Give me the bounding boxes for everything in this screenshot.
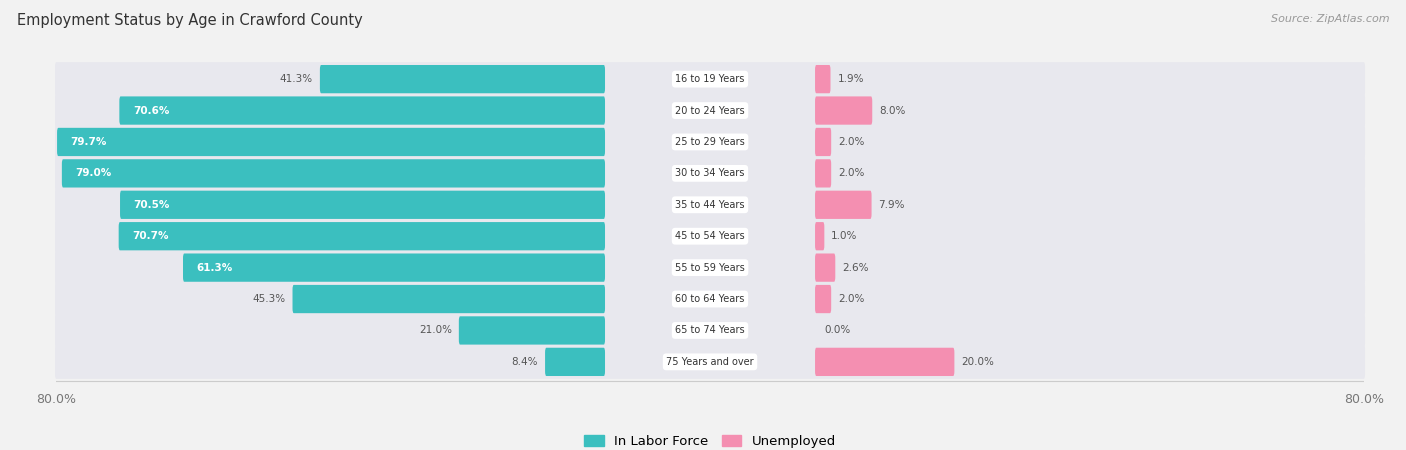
FancyBboxPatch shape xyxy=(815,65,831,93)
FancyBboxPatch shape xyxy=(321,65,605,93)
Text: 70.5%: 70.5% xyxy=(134,200,170,210)
Text: 45.3%: 45.3% xyxy=(253,294,285,304)
Text: 2.6%: 2.6% xyxy=(842,263,869,273)
Text: 2.0%: 2.0% xyxy=(838,294,865,304)
Text: 35 to 44 Years: 35 to 44 Years xyxy=(675,200,745,210)
Text: 61.3%: 61.3% xyxy=(197,263,233,273)
Text: 21.0%: 21.0% xyxy=(419,325,451,335)
Legend: In Labor Force, Unemployed: In Labor Force, Unemployed xyxy=(578,430,842,450)
Text: 79.7%: 79.7% xyxy=(70,137,107,147)
FancyBboxPatch shape xyxy=(815,128,831,156)
Text: 75 Years and over: 75 Years and over xyxy=(666,357,754,367)
Text: Employment Status by Age in Crawford County: Employment Status by Age in Crawford Cou… xyxy=(17,14,363,28)
FancyBboxPatch shape xyxy=(58,128,605,156)
FancyBboxPatch shape xyxy=(120,96,605,125)
FancyBboxPatch shape xyxy=(55,251,1365,284)
Text: 16 to 19 Years: 16 to 19 Years xyxy=(675,74,745,84)
FancyBboxPatch shape xyxy=(55,219,1365,253)
FancyBboxPatch shape xyxy=(55,345,1365,379)
FancyBboxPatch shape xyxy=(815,159,831,188)
FancyBboxPatch shape xyxy=(546,348,605,376)
FancyBboxPatch shape xyxy=(62,159,605,188)
Text: Source: ZipAtlas.com: Source: ZipAtlas.com xyxy=(1271,14,1389,23)
FancyBboxPatch shape xyxy=(118,222,605,250)
Text: 20 to 24 Years: 20 to 24 Years xyxy=(675,106,745,116)
Text: 79.0%: 79.0% xyxy=(76,168,111,178)
FancyBboxPatch shape xyxy=(183,253,605,282)
Text: 8.4%: 8.4% xyxy=(512,357,538,367)
FancyBboxPatch shape xyxy=(292,285,605,313)
FancyBboxPatch shape xyxy=(55,125,1365,159)
Text: 2.0%: 2.0% xyxy=(838,168,865,178)
Text: 0.0%: 0.0% xyxy=(824,325,851,335)
FancyBboxPatch shape xyxy=(55,157,1365,190)
Text: 1.0%: 1.0% xyxy=(831,231,858,241)
FancyBboxPatch shape xyxy=(55,94,1365,127)
FancyBboxPatch shape xyxy=(815,253,835,282)
FancyBboxPatch shape xyxy=(815,96,872,125)
Text: 30 to 34 Years: 30 to 34 Years xyxy=(675,168,745,178)
Text: 2.0%: 2.0% xyxy=(838,137,865,147)
FancyBboxPatch shape xyxy=(458,316,605,345)
FancyBboxPatch shape xyxy=(55,62,1365,96)
Text: 7.9%: 7.9% xyxy=(879,200,905,210)
Text: 20.0%: 20.0% xyxy=(962,357,994,367)
FancyBboxPatch shape xyxy=(55,282,1365,316)
FancyBboxPatch shape xyxy=(120,191,605,219)
Text: 55 to 59 Years: 55 to 59 Years xyxy=(675,263,745,273)
FancyBboxPatch shape xyxy=(815,348,955,376)
Text: 41.3%: 41.3% xyxy=(280,74,314,84)
Text: 70.7%: 70.7% xyxy=(132,231,169,241)
Text: 8.0%: 8.0% xyxy=(879,106,905,116)
FancyBboxPatch shape xyxy=(815,222,824,250)
Text: 45 to 54 Years: 45 to 54 Years xyxy=(675,231,745,241)
Text: 65 to 74 Years: 65 to 74 Years xyxy=(675,325,745,335)
FancyBboxPatch shape xyxy=(815,191,872,219)
Text: 60 to 64 Years: 60 to 64 Years xyxy=(675,294,745,304)
Text: 25 to 29 Years: 25 to 29 Years xyxy=(675,137,745,147)
Text: 1.9%: 1.9% xyxy=(838,74,863,84)
FancyBboxPatch shape xyxy=(55,314,1365,347)
FancyBboxPatch shape xyxy=(815,285,831,313)
Text: 70.6%: 70.6% xyxy=(132,106,169,116)
FancyBboxPatch shape xyxy=(55,188,1365,222)
